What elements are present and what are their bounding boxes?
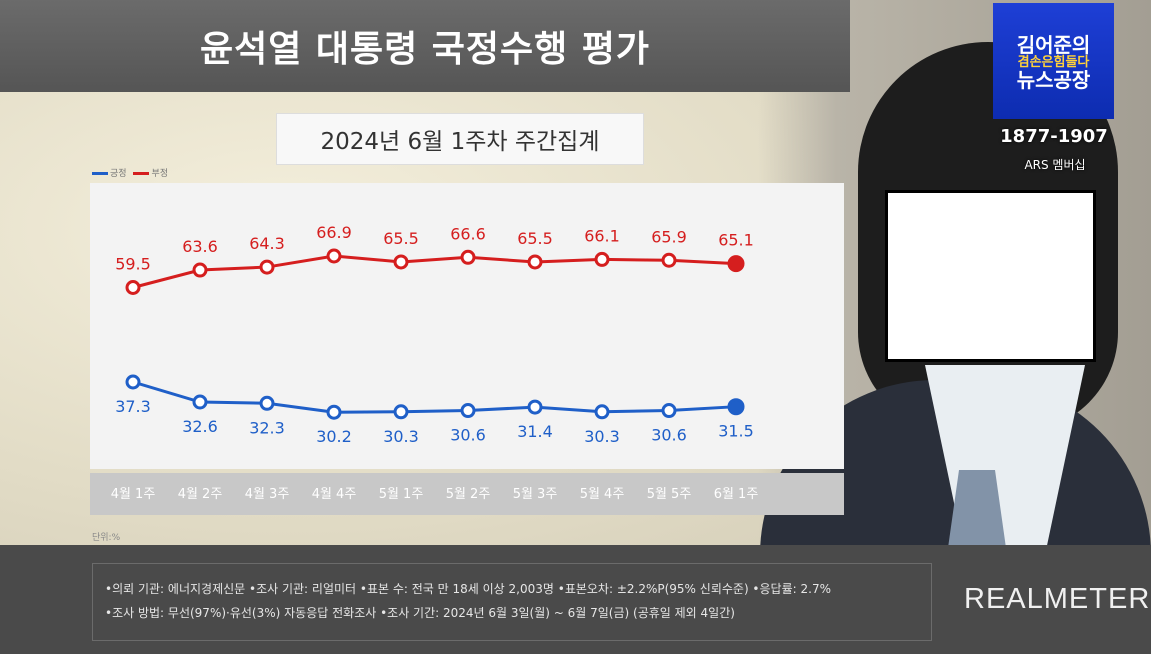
- page-title: 윤석열 대통령 국정수행 평가: [199, 29, 651, 70]
- brand-logo: REALMETER: [964, 583, 1151, 615]
- data-label: 64.3: [249, 234, 285, 253]
- data-label: 30.3: [383, 427, 419, 446]
- legend-label-positive: 긍정: [110, 169, 127, 179]
- phone-number: 1877-1907: [1000, 126, 1108, 147]
- face-censor-box: [885, 190, 1096, 362]
- title-bar: 윤석열 대통령 국정수행 평가: [0, 0, 850, 92]
- x-tick-label: 6월 1주: [714, 487, 759, 502]
- data-label: 30.6: [450, 426, 486, 445]
- logo-line-3: 뉴스공장: [1016, 67, 1091, 92]
- data-point: [326, 404, 342, 420]
- data-label: 66.9: [316, 223, 352, 242]
- series-line-negative: [132, 254, 737, 289]
- data-point: [661, 403, 677, 419]
- data-point: [661, 252, 677, 268]
- data-label: 30.2: [316, 427, 352, 446]
- data-label: 65.1: [718, 231, 754, 250]
- data-point: [460, 403, 476, 419]
- data-label: 32.3: [249, 418, 285, 437]
- data-point: [727, 255, 745, 273]
- legend-swatch-positive: [92, 172, 108, 175]
- survey-info-box: •의뢰 기관: 에너지경제신문 •조사 기관: 리얼미터 •표본 수: 전국 만…: [92, 563, 932, 641]
- data-label: 31.5: [718, 422, 754, 441]
- survey-info-line-1: •의뢰 기관: 에너지경제신문 •조사 기관: 리얼미터 •표본 수: 전국 만…: [105, 582, 831, 596]
- data-point: [727, 398, 745, 416]
- x-tick-label: 4월 3주: [245, 487, 290, 502]
- data-label: 66.1: [584, 226, 620, 245]
- data-point: [125, 280, 141, 295]
- data-label: 65.5: [383, 229, 419, 248]
- logo-line-1: 김어준의: [1016, 33, 1091, 57]
- data-label: 31.4: [517, 422, 553, 441]
- x-tick-label: 4월 1주: [111, 487, 156, 502]
- ars-label: ARS 멤버십: [1024, 158, 1086, 172]
- logo-line-2: 겸손은힘들다: [1017, 55, 1090, 70]
- x-tick-label: 5월 4주: [580, 487, 625, 502]
- x-tick-label: 4월 4주: [312, 487, 357, 502]
- chart-subtitle: 2024년 6월 1주차 주간집계: [276, 113, 644, 165]
- data-point: [527, 254, 543, 270]
- plot-area: [90, 183, 844, 469]
- legend: 긍정 부정: [92, 166, 168, 179]
- data-label: 59.5: [115, 255, 151, 274]
- x-tick-label: 5월 2주: [446, 487, 491, 502]
- survey-info-line-2: •조사 방법: 무선(97%)·유선(3%) 자동응답 전화조사 •조사 기간:…: [105, 606, 735, 620]
- data-point: [192, 262, 208, 278]
- legend-swatch-negative: [133, 172, 150, 175]
- data-point: [393, 404, 409, 420]
- legend-label-negative: 부정: [151, 169, 168, 179]
- data-label: 63.6: [182, 237, 218, 256]
- x-tick-label: 5월 1주: [379, 487, 424, 502]
- data-label: 32.6: [182, 417, 218, 436]
- data-point: [192, 394, 208, 410]
- data-label: 65.9: [651, 227, 687, 246]
- data-point: [393, 254, 409, 270]
- x-tick-label: 5월 3주: [513, 487, 558, 502]
- data-point: [125, 374, 141, 390]
- x-axis-band: [90, 473, 844, 515]
- data-point: [594, 251, 610, 267]
- data-label: 37.3: [115, 397, 151, 416]
- unit-label: 단위:%: [92, 533, 121, 543]
- data-point: [259, 259, 275, 275]
- data-label: 66.6: [450, 224, 486, 243]
- data-point: [326, 248, 342, 264]
- x-tick-label: 4월 2주: [178, 487, 223, 502]
- series-line-positive: [132, 380, 737, 414]
- program-logo: 김어준의 겸손은힘들다 뉴스공장: [993, 3, 1114, 119]
- x-tick-label: 5월 5주: [647, 487, 692, 502]
- data-point: [527, 399, 543, 415]
- data-point: [460, 249, 476, 265]
- data-label: 30.3: [584, 427, 620, 446]
- data-label: 30.6: [651, 426, 687, 445]
- data-point: [594, 404, 610, 420]
- data-point: [259, 395, 275, 411]
- data-label: 65.5: [517, 229, 553, 248]
